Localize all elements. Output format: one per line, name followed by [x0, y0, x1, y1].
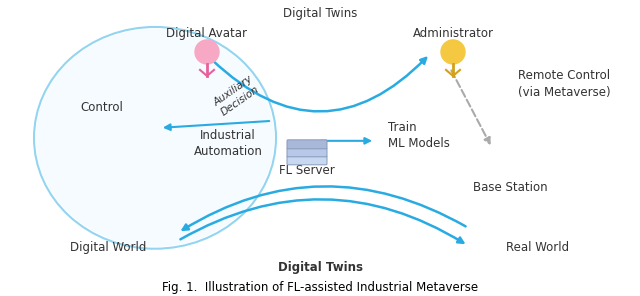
- Text: FL Server: FL Server: [279, 164, 335, 177]
- Text: Digital Twins: Digital Twins: [283, 7, 357, 20]
- FancyBboxPatch shape: [287, 148, 327, 157]
- FancyBboxPatch shape: [287, 140, 327, 149]
- Text: Control: Control: [81, 101, 124, 114]
- Text: Digital Avatar: Digital Avatar: [166, 28, 248, 41]
- Text: Administrator: Administrator: [413, 28, 493, 41]
- Text: Digital World: Digital World: [70, 241, 146, 254]
- Text: Base Station: Base Station: [473, 181, 547, 194]
- Text: Auxiliary
Decision: Auxiliary Decision: [212, 74, 262, 118]
- Text: Industrial
Automation: Industrial Automation: [193, 129, 262, 158]
- FancyBboxPatch shape: [287, 156, 327, 165]
- Circle shape: [195, 40, 219, 64]
- Text: Real World: Real World: [506, 241, 570, 254]
- Text: Remote Control
(via Metaverse): Remote Control (via Metaverse): [518, 69, 611, 99]
- Circle shape: [441, 40, 465, 64]
- Text: Fig. 1.  Illustration of FL-assisted Industrial Metaverse: Fig. 1. Illustration of FL-assisted Indu…: [162, 281, 478, 294]
- Text: Train
ML Models: Train ML Models: [388, 121, 450, 150]
- Text: Digital Twins: Digital Twins: [278, 261, 362, 274]
- Ellipse shape: [36, 29, 274, 247]
